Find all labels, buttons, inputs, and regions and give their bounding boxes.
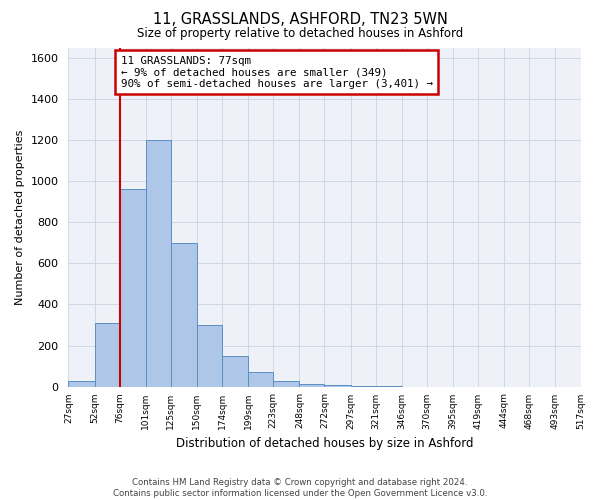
Text: 11 GRASSLANDS: 77sqm
← 9% of detached houses are smaller (349)
90% of semi-detac: 11 GRASSLANDS: 77sqm ← 9% of detached ho… [121,56,433,89]
Bar [299,384,325,386]
Bar [248,372,273,386]
Bar [222,356,248,386]
Bar [95,323,119,386]
Bar [171,243,197,386]
Bar [68,380,95,386]
Text: Size of property relative to detached houses in Ashford: Size of property relative to detached ho… [137,28,463,40]
X-axis label: Distribution of detached houses by size in Ashford: Distribution of detached houses by size … [176,437,473,450]
Bar [146,140,171,386]
Bar [119,190,146,386]
Bar [273,380,299,386]
Text: 11, GRASSLANDS, ASHFORD, TN23 5WN: 11, GRASSLANDS, ASHFORD, TN23 5WN [152,12,448,28]
Y-axis label: Number of detached properties: Number of detached properties [15,130,25,305]
Text: Contains HM Land Registry data © Crown copyright and database right 2024.
Contai: Contains HM Land Registry data © Crown c… [113,478,487,498]
Bar [197,325,222,386]
Bar [325,384,350,386]
